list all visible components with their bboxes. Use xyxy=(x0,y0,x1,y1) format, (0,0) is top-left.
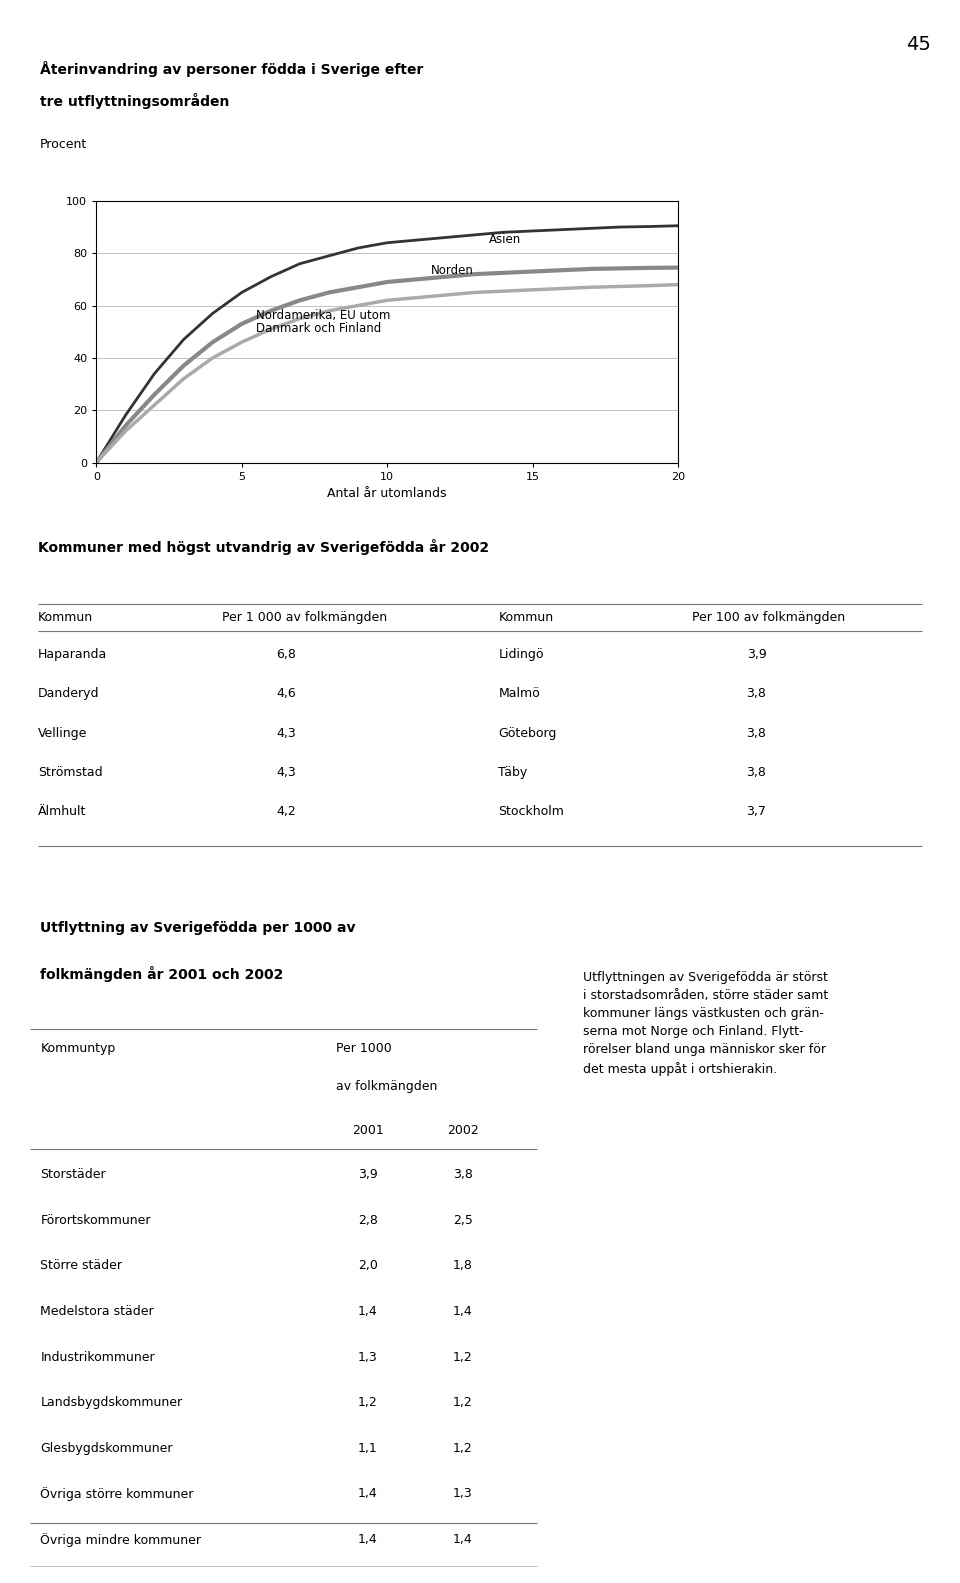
Text: 4,3: 4,3 xyxy=(276,766,297,779)
Text: Asien: Asien xyxy=(489,233,521,245)
Text: 2,5: 2,5 xyxy=(453,1214,472,1227)
Text: 1,3: 1,3 xyxy=(358,1350,377,1363)
Text: Övriga större kommuner: Övriga större kommuner xyxy=(40,1488,194,1501)
Text: 1,8: 1,8 xyxy=(453,1260,472,1273)
Text: Älmhult: Älmhult xyxy=(37,804,86,818)
Text: 2,0: 2,0 xyxy=(358,1260,377,1273)
Text: Kommun: Kommun xyxy=(498,611,554,624)
Text: Landsbygdskommuner: Landsbygdskommuner xyxy=(40,1396,182,1409)
Text: Återinvandring av personer födda i Sverige efter: Återinvandring av personer födda i Sveri… xyxy=(40,62,423,78)
Text: Förortskommuner: Förortskommuner xyxy=(40,1214,151,1227)
Text: Industrikommuner: Industrikommuner xyxy=(40,1350,155,1363)
Text: Glesbygdskommuner: Glesbygdskommuner xyxy=(40,1442,173,1455)
Text: Täby: Täby xyxy=(498,766,528,779)
Text: Danderyd: Danderyd xyxy=(37,687,99,700)
Text: 2001: 2001 xyxy=(351,1124,384,1137)
Text: 4,6: 4,6 xyxy=(276,687,297,700)
Text: 1,4: 1,4 xyxy=(358,1532,377,1547)
Text: 1,2: 1,2 xyxy=(358,1396,377,1409)
Text: 6,8: 6,8 xyxy=(276,649,297,662)
Text: Vellinge: Vellinge xyxy=(37,727,87,739)
Text: 1,2: 1,2 xyxy=(453,1442,472,1455)
Text: Norden: Norden xyxy=(431,264,473,277)
Text: Medelstora städer: Medelstora städer xyxy=(40,1304,154,1319)
Text: 4,3: 4,3 xyxy=(276,727,297,739)
Text: Lidingö: Lidingö xyxy=(498,649,544,662)
Text: 1,2: 1,2 xyxy=(453,1396,472,1409)
Text: av folkmängden: av folkmängden xyxy=(336,1080,438,1092)
Text: Strömstad: Strömstad xyxy=(37,766,103,779)
Text: Nordamerika, EU utom: Nordamerika, EU utom xyxy=(256,309,391,321)
Text: 3,7: 3,7 xyxy=(747,804,766,818)
Text: folkmängden år 2001 och 2002: folkmängden år 2001 och 2002 xyxy=(40,966,284,981)
Text: 1,4: 1,4 xyxy=(453,1532,472,1547)
Text: tre utflyttningsområden: tre utflyttningsområden xyxy=(40,93,229,109)
Text: Utflyttning av Sverigefödda per 1000 av: Utflyttning av Sverigefödda per 1000 av xyxy=(40,921,356,936)
Text: 4,2: 4,2 xyxy=(276,804,297,818)
Text: 3,9: 3,9 xyxy=(747,649,766,662)
Text: 45: 45 xyxy=(906,35,931,54)
Text: 3,8: 3,8 xyxy=(453,1168,472,1181)
Text: Övriga mindre kommuner: Övriga mindre kommuner xyxy=(40,1532,202,1547)
Text: 2,8: 2,8 xyxy=(358,1214,377,1227)
Text: 1,4: 1,4 xyxy=(358,1304,377,1319)
Text: Större städer: Större städer xyxy=(40,1260,122,1273)
Text: Kommun: Kommun xyxy=(37,611,93,624)
Text: Kommuner med högst utvandrig av Sverigefödda år 2002: Kommuner med högst utvandrig av Sverigef… xyxy=(37,540,489,556)
Text: Per 100 av folkmängden: Per 100 av folkmängden xyxy=(692,611,845,624)
Text: 1,4: 1,4 xyxy=(453,1304,472,1319)
Text: 3,9: 3,9 xyxy=(358,1168,377,1181)
Text: 3,8: 3,8 xyxy=(747,687,766,700)
Text: 1,2: 1,2 xyxy=(453,1350,472,1363)
Text: Procent: Procent xyxy=(40,138,87,150)
Text: Danmark och Finland: Danmark och Finland xyxy=(256,321,381,334)
Text: Storstäder: Storstäder xyxy=(40,1168,106,1181)
Text: 3,8: 3,8 xyxy=(747,766,766,779)
Text: Kommuntyp: Kommuntyp xyxy=(40,1042,115,1054)
Text: 1,4: 1,4 xyxy=(358,1488,377,1501)
Text: Haparanda: Haparanda xyxy=(37,649,107,662)
Text: 1,1: 1,1 xyxy=(358,1442,377,1455)
Text: Stockholm: Stockholm xyxy=(498,804,564,818)
Text: Utflyttningen av Sverigefödda är störst
i storstadsområden, större städer samt
k: Utflyttningen av Sverigefödda är störst … xyxy=(584,970,828,1075)
Text: Per 1 000 av folkmängden: Per 1 000 av folkmängden xyxy=(222,611,387,624)
Text: 2002: 2002 xyxy=(446,1124,479,1137)
Text: Malmö: Malmö xyxy=(498,687,540,700)
Text: Per 1000: Per 1000 xyxy=(336,1042,392,1054)
Text: 1,3: 1,3 xyxy=(453,1488,472,1501)
X-axis label: Antal år utomlands: Antal år utomlands xyxy=(327,488,446,500)
Text: Göteborg: Göteborg xyxy=(498,727,557,739)
Text: 3,8: 3,8 xyxy=(747,727,766,739)
